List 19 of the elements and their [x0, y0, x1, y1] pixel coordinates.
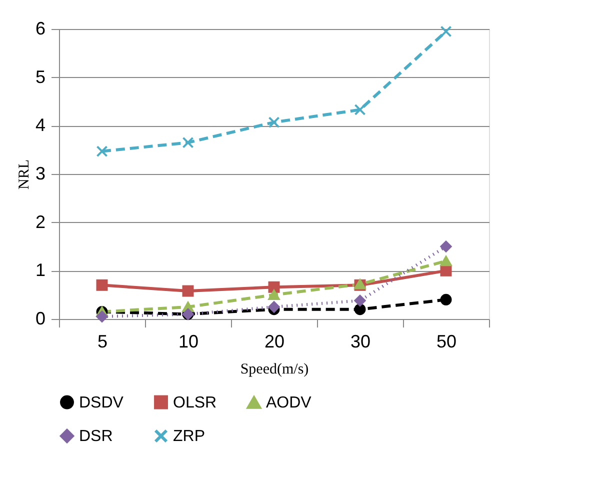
y-tick-label: 5	[35, 66, 46, 87]
y-tick-label: 0	[35, 308, 46, 328]
legend-label: DSR	[79, 428, 113, 445]
y-tick-label: 1	[35, 260, 46, 280]
x-axis-title: Speed(m/s)	[240, 362, 309, 378]
y-tick-label: 6	[35, 18, 46, 38]
legend-label: DSDV	[79, 394, 124, 412]
x-tick-label: 30	[350, 332, 371, 352]
x-tick-label: 50	[436, 332, 457, 352]
y-axis-title: NRL	[16, 160, 32, 190]
x-tick-label: 20	[264, 332, 285, 352]
x-tick-label: 5	[97, 332, 108, 352]
y-tick-label: 3	[35, 164, 46, 184]
legend-label: OLSR	[173, 394, 217, 412]
y-tick-label: 4	[35, 115, 46, 136]
legend-label: AODV	[266, 394, 312, 412]
x-tick-label: 10	[178, 332, 199, 352]
legend-label: ZRP	[173, 428, 205, 445]
y-tick-label: 2	[35, 212, 46, 232]
